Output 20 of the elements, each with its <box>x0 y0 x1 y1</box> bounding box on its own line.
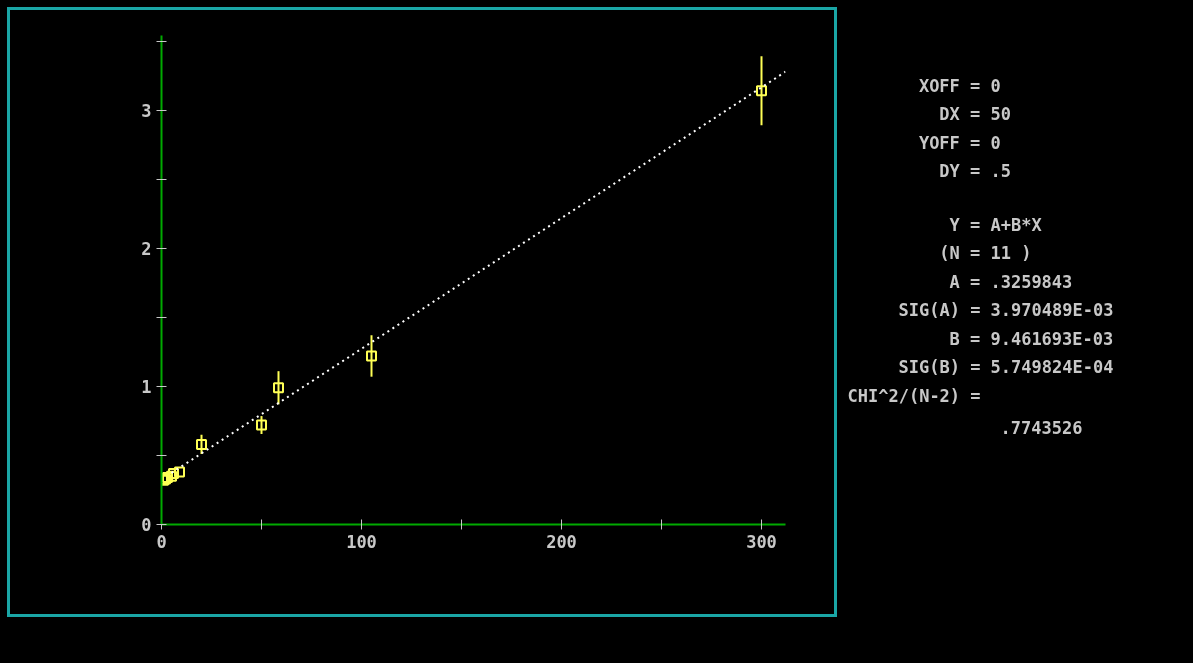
text: SIG(A) = 3.970489E-03 <box>898 300 1114 320</box>
y-tick-label: 1 <box>141 376 152 397</box>
text: CHI^2/(N-2) = <box>847 385 981 406</box>
text: Y = A+B*X <box>949 214 1043 235</box>
x-tick-label: 100 <box>346 531 377 552</box>
text: A = .3259843 <box>949 271 1073 292</box>
text: YOFF = 0 <box>918 132 1001 153</box>
text: SIG(B) = 5.749824E-04 <box>898 357 1114 377</box>
x-tick-label: 300 <box>746 531 777 552</box>
y-tick-label: 2 <box>141 238 152 259</box>
text: XOFF = 0 <box>918 75 1001 96</box>
y-tick-label: 0 <box>141 515 152 535</box>
x-tick-label: 200 <box>546 531 577 552</box>
x-tick-label: 0 <box>156 531 167 552</box>
text: B = 9.461693E-03 <box>949 328 1114 349</box>
y-tick-label: 3 <box>141 100 152 121</box>
text: DX = 50 <box>939 104 1011 124</box>
text: (N = 11 ) <box>939 243 1032 263</box>
text: DY = .5 <box>939 161 1011 181</box>
text: .7743526 <box>1000 418 1083 438</box>
